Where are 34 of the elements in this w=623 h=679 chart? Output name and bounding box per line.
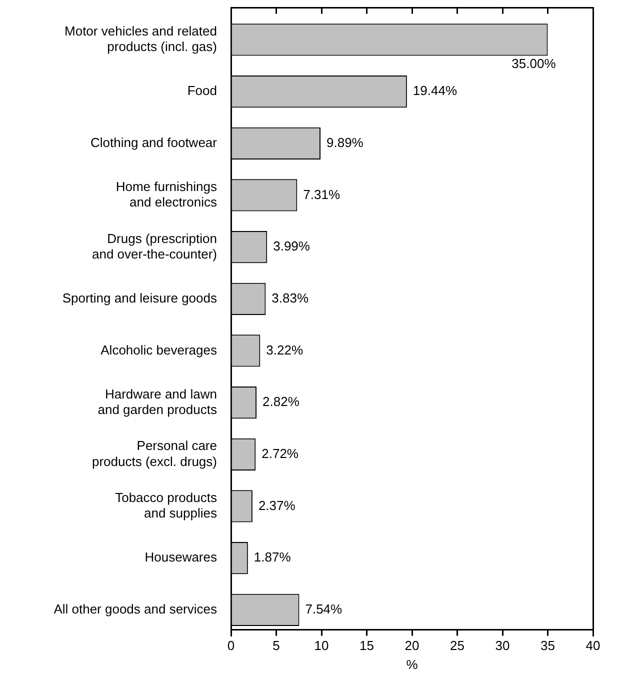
y-tick-label: Housewares bbox=[144, 550, 218, 565]
data-label: 3.83% bbox=[272, 290, 309, 306]
data-label: 2.37% bbox=[258, 498, 296, 513]
data-label: 3.99% bbox=[273, 238, 310, 254]
y-tick-label: Clothing and footwear bbox=[90, 134, 218, 150]
x-tick-label: 30 bbox=[495, 638, 510, 654]
y-tick-label: Drugs (prescription and over-the-counter) bbox=[92, 230, 217, 262]
x-tick-label: 5 bbox=[272, 638, 280, 654]
data-label: 35.00% bbox=[512, 56, 556, 71]
x-tick-label: 20 bbox=[404, 638, 420, 654]
x-tick-label: 15 bbox=[360, 638, 374, 654]
y-tick-label: Home furnishings and electronics bbox=[116, 178, 218, 210]
y-tick-label: Tobacco products and supplies bbox=[115, 490, 218, 521]
y-tick-label: Hardware and lawn and garden products bbox=[98, 386, 218, 417]
data-label: 2.82% bbox=[262, 394, 300, 410]
data-label: 3.22% bbox=[266, 342, 304, 358]
x-tick-label: 0 bbox=[227, 638, 235, 654]
x-tick-label: 40 bbox=[586, 638, 600, 654]
data-label: 7.54% bbox=[305, 601, 343, 616]
y-tick-label: All other goods and services bbox=[54, 601, 218, 616]
y-tick-label: Food bbox=[187, 83, 217, 98]
x-tick-label: 35 bbox=[540, 638, 555, 654]
x-tick-label: 25 bbox=[450, 638, 464, 654]
data-label: 9.89% bbox=[326, 134, 364, 150]
data-label: 1.87% bbox=[254, 550, 292, 565]
y-tick-label: Personal care products (excl. drugs) bbox=[92, 438, 217, 469]
data-label: 7.31% bbox=[303, 186, 340, 202]
x-axis-title: % bbox=[406, 656, 418, 672]
data-label: 2.72% bbox=[262, 446, 299, 461]
data-label: 19.44% bbox=[412, 83, 458, 98]
x-tick-label: 10 bbox=[314, 638, 329, 654]
y-tick-label: Alcoholic beverages bbox=[100, 342, 218, 358]
y-tick-label: Sporting and leisure goods bbox=[62, 290, 218, 306]
y-tick-label: Motor vehicles and related products (incl. gas) bbox=[64, 23, 217, 54]
